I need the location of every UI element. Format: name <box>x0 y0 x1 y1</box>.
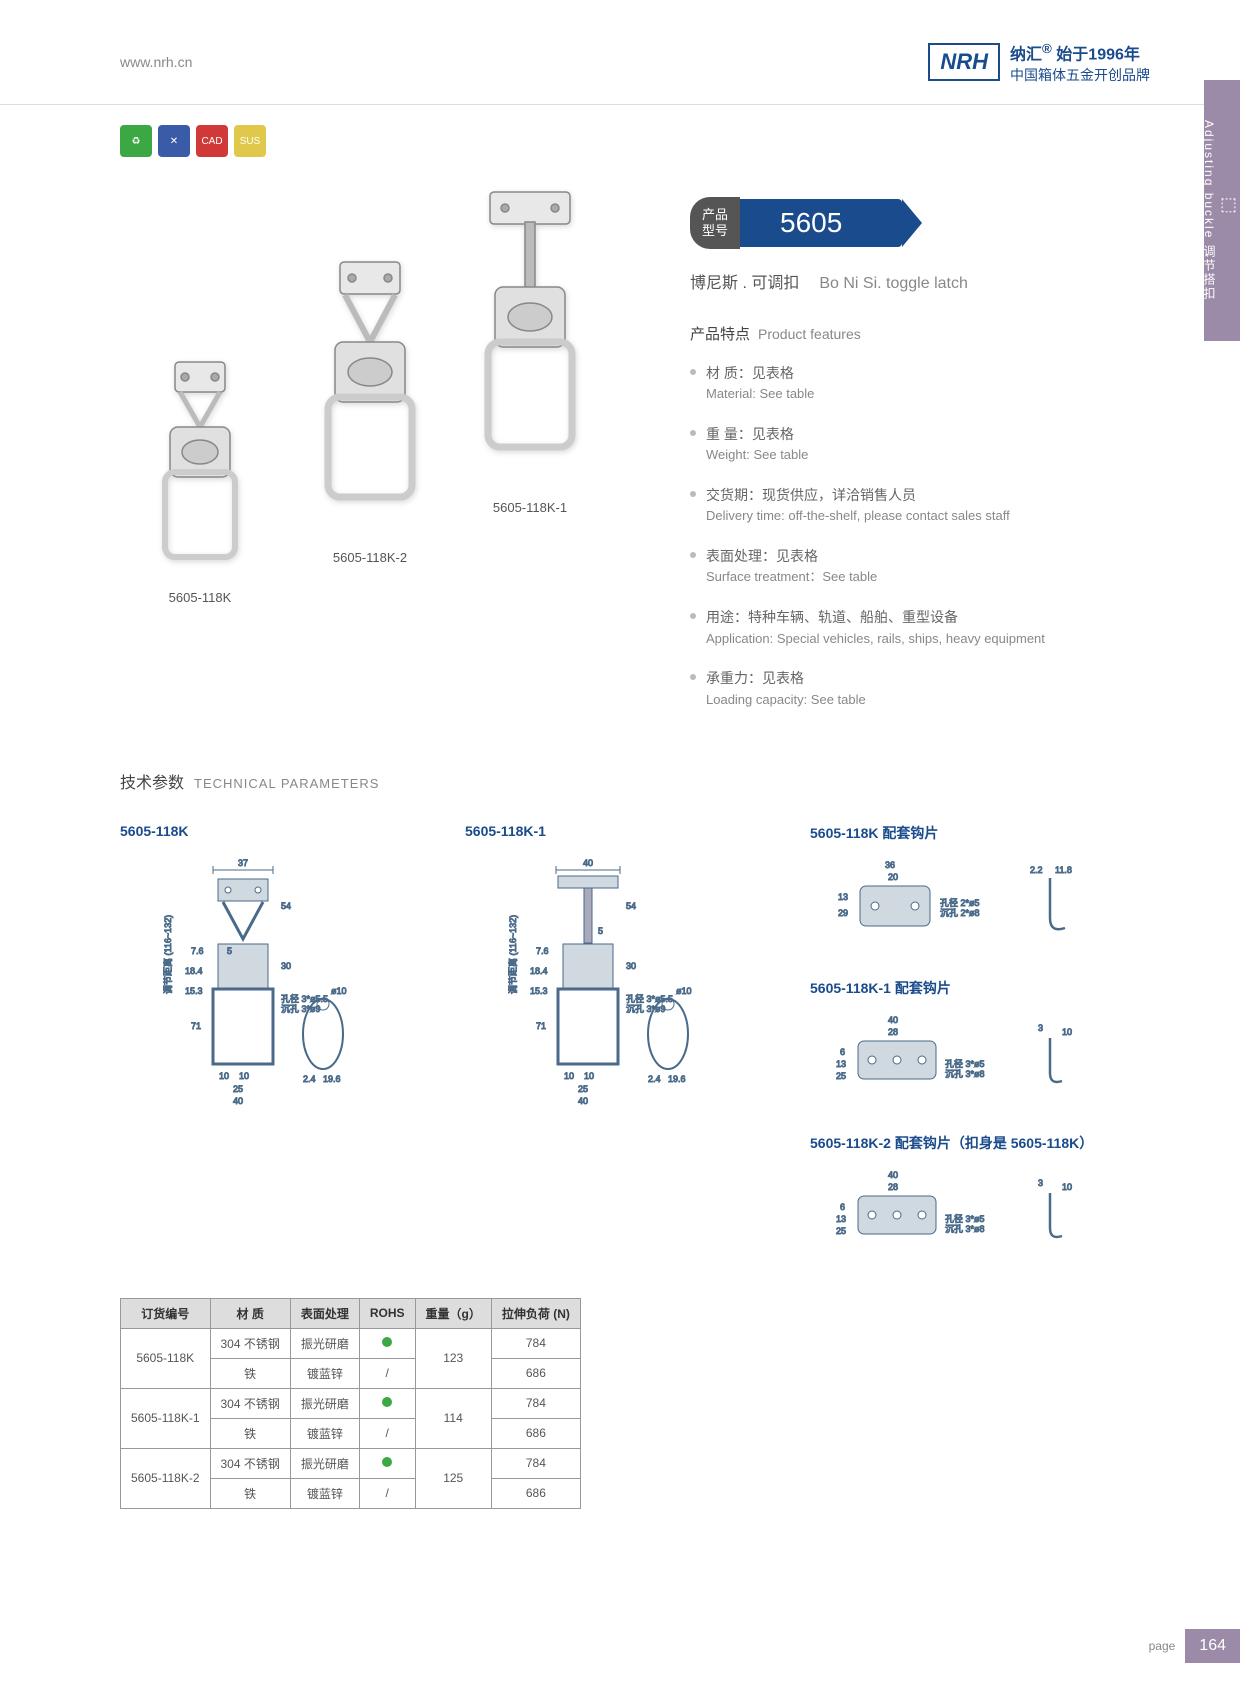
sus-badge-icon: SUS <box>234 125 266 157</box>
svg-text:13: 13 <box>836 1059 846 1069</box>
svg-text:沉孔 3*ø9: 沉孔 3*ø9 <box>626 1004 666 1014</box>
svg-text:调节距离 (116~132): 调节距离 (116~132) <box>163 915 173 994</box>
website-url: www.nrh.cn <box>120 54 192 70</box>
svg-text:25: 25 <box>836 1071 846 1081</box>
svg-text:37: 37 <box>238 858 248 868</box>
svg-text:10: 10 <box>239 1071 249 1081</box>
svg-text:6: 6 <box>840 1047 845 1057</box>
svg-text:7.6: 7.6 <box>536 946 549 956</box>
svg-text:19.6: 19.6 <box>323 1074 341 1084</box>
svg-text:10: 10 <box>584 1071 594 1081</box>
diagram-1: 5605-118K 37 调节距离 (116~132) 54 7.6 <box>120 823 425 1268</box>
svg-text:2.4: 2.4 <box>303 1074 316 1084</box>
product-image-area: 5605-118K 5605-118K-2 <box>120 177 650 657</box>
svg-text:3: 3 <box>1038 1023 1043 1033</box>
svg-text:7.6: 7.6 <box>191 946 204 956</box>
svg-text:20: 20 <box>888 872 898 882</box>
product-name: 博尼斯 . 可调扣Bo Ni Si. toggle latch <box>690 269 1150 293</box>
svg-text:28: 28 <box>888 1182 898 1192</box>
svg-text:沉孔 3*ø8: 沉孔 3*ø8 <box>945 1224 985 1234</box>
model-badge: 产品型号 5605 <box>690 197 1150 248</box>
svg-text:孔径 2*ø5: 孔径 2*ø5 <box>940 897 980 908</box>
svg-text:54: 54 <box>281 901 291 911</box>
svg-text:ø10: ø10 <box>676 986 692 996</box>
cad-badge-icon: CAD <box>196 125 228 157</box>
svg-text:18.4: 18.4 <box>530 966 548 976</box>
tech-section: 技术参数TECHNICAL PARAMETERS 5605-118K 37 调节… <box>0 729 1240 1509</box>
svg-text:6: 6 <box>840 1202 845 1212</box>
logo-area: NRH 纳汇® 始于1996年 中国箱体五金开创品牌 <box>928 40 1150 84</box>
svg-text:25: 25 <box>233 1084 243 1094</box>
svg-text:5: 5 <box>598 926 603 936</box>
page-footer: page 164 <box>1149 1629 1240 1663</box>
product-image-1: 5605-118K <box>130 357 270 605</box>
svg-text:54: 54 <box>626 901 636 911</box>
svg-text:沉孔 2*ø8: 沉孔 2*ø8 <box>940 908 980 918</box>
svg-text:13: 13 <box>838 892 848 902</box>
svg-text:孔径 3*ø5: 孔径 3*ø5 <box>945 1213 985 1224</box>
svg-text:29: 29 <box>838 908 848 918</box>
tech-title: 技术参数TECHNICAL PARAMETERS <box>120 769 1150 793</box>
svg-text:11.8: 11.8 <box>1055 865 1072 875</box>
svg-text:10: 10 <box>1062 1027 1072 1037</box>
svg-text:2.4: 2.4 <box>648 1074 661 1084</box>
svg-text:孔径 3*ø5: 孔径 3*ø5 <box>945 1058 985 1069</box>
svg-text:沉孔 3*ø9: 沉孔 3*ø9 <box>281 1004 321 1014</box>
svg-text:沉孔 3*ø8: 沉孔 3*ø8 <box>945 1069 985 1079</box>
logo-text: 纳汇® 始于1996年 中国箱体五金开创品牌 <box>1010 40 1150 84</box>
diagram-2: 5605-118K-1 40 调节距离 (116~132) 54 5 7.6 <box>465 823 770 1268</box>
svg-text:13: 13 <box>836 1214 846 1224</box>
model-number: 5605 <box>740 199 902 247</box>
tool-badge-icon: ✕ <box>158 125 190 157</box>
svg-text:15.3: 15.3 <box>530 986 548 996</box>
svg-text:36: 36 <box>885 860 895 870</box>
svg-text:25: 25 <box>836 1226 846 1236</box>
svg-text:10: 10 <box>219 1071 229 1081</box>
svg-text:25: 25 <box>578 1084 588 1094</box>
svg-text:调节距离 (116~132): 调节距离 (116~132) <box>508 915 518 994</box>
features-list: 材 质：见表格Material: See table重 量：见表格Weight:… <box>690 362 1150 711</box>
svg-text:71: 71 <box>191 1021 201 1031</box>
svg-text:40: 40 <box>233 1096 243 1106</box>
page-header: www.nrh.cn NRH 纳汇® 始于1996年 中国箱体五金开创品牌 <box>0 0 1240 105</box>
svg-text:ø10: ø10 <box>331 986 347 996</box>
svg-text:30: 30 <box>281 961 291 971</box>
logo-mark: NRH <box>928 43 1000 81</box>
svg-text:19.6: 19.6 <box>668 1074 686 1084</box>
features-title: 产品特点Product features <box>690 323 1150 344</box>
svg-text:28: 28 <box>888 1027 898 1037</box>
svg-text:18.4: 18.4 <box>185 966 203 976</box>
model-label: 产品型号 <box>690 197 740 248</box>
side-category-tab: ⬚ Adjusting buckle 调节搭扣 <box>1204 80 1240 341</box>
svg-text:5: 5 <box>227 946 232 956</box>
svg-text:40: 40 <box>583 858 593 868</box>
svg-text:3: 3 <box>1038 1178 1043 1188</box>
eco-badge-icon: ♻ <box>120 125 152 157</box>
svg-text:10: 10 <box>1062 1182 1072 1192</box>
latch-icon: ⬚ <box>1218 120 1240 291</box>
svg-text:15.3: 15.3 <box>185 986 203 996</box>
svg-text:2.2: 2.2 <box>1030 865 1043 875</box>
svg-text:30: 30 <box>626 961 636 971</box>
svg-text:40: 40 <box>888 1170 898 1180</box>
svg-text:40: 40 <box>578 1096 588 1106</box>
svg-text:10: 10 <box>564 1071 574 1081</box>
cert-badges: ♻ ✕ CAD SUS <box>0 105 1240 177</box>
product-image-3: 5605-118K-1 <box>450 187 610 515</box>
spec-table: 订货编号材 质表面处理ROHS重量（g）拉伸负荷 (N)5605-118K304… <box>120 1298 581 1509</box>
hook-diagrams: 5605-118K 配套钩片 3620 1329 孔径 2*ø5 沉孔 2*ø8… <box>810 823 1150 1268</box>
product-info: 产品型号 5605 博尼斯 . 可调扣Bo Ni Si. toggle latc… <box>690 177 1150 728</box>
svg-text:71: 71 <box>536 1021 546 1031</box>
svg-text:40: 40 <box>888 1015 898 1025</box>
product-image-2: 5605-118K-2 <box>290 257 450 565</box>
